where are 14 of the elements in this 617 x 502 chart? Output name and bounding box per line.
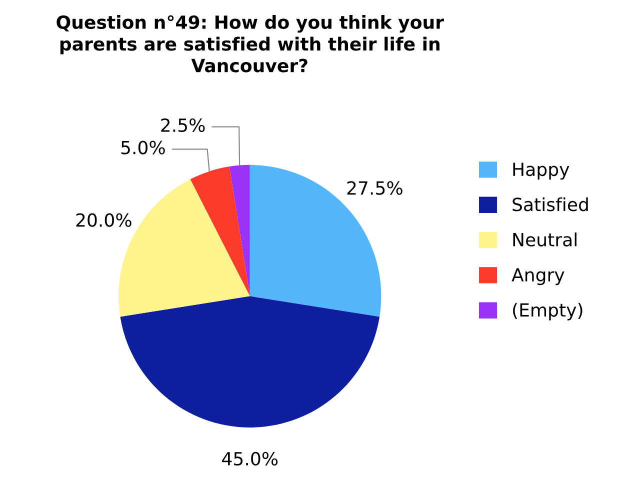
data-label: 2.5% xyxy=(161,118,205,132)
legend-label: Satisfied xyxy=(512,197,588,212)
legend-label: Happy xyxy=(513,162,570,180)
chart-title: Question n°49: How do you think your parents are satisfied with their life in Vancouver? xyxy=(56,15,444,72)
legend-label: Angry xyxy=(512,268,564,286)
legend-label: (Empty) xyxy=(513,302,582,320)
data-label: 27.5% xyxy=(347,181,402,195)
legend-label: Neutral xyxy=(513,232,576,246)
pie-slice xyxy=(190,166,250,296)
pie-slice xyxy=(120,296,380,428)
pie-slice xyxy=(229,164,250,296)
data-label: 45.0% xyxy=(222,452,278,466)
data-label: 20.0% xyxy=(76,213,132,227)
data-label: 5.0% xyxy=(121,140,165,154)
